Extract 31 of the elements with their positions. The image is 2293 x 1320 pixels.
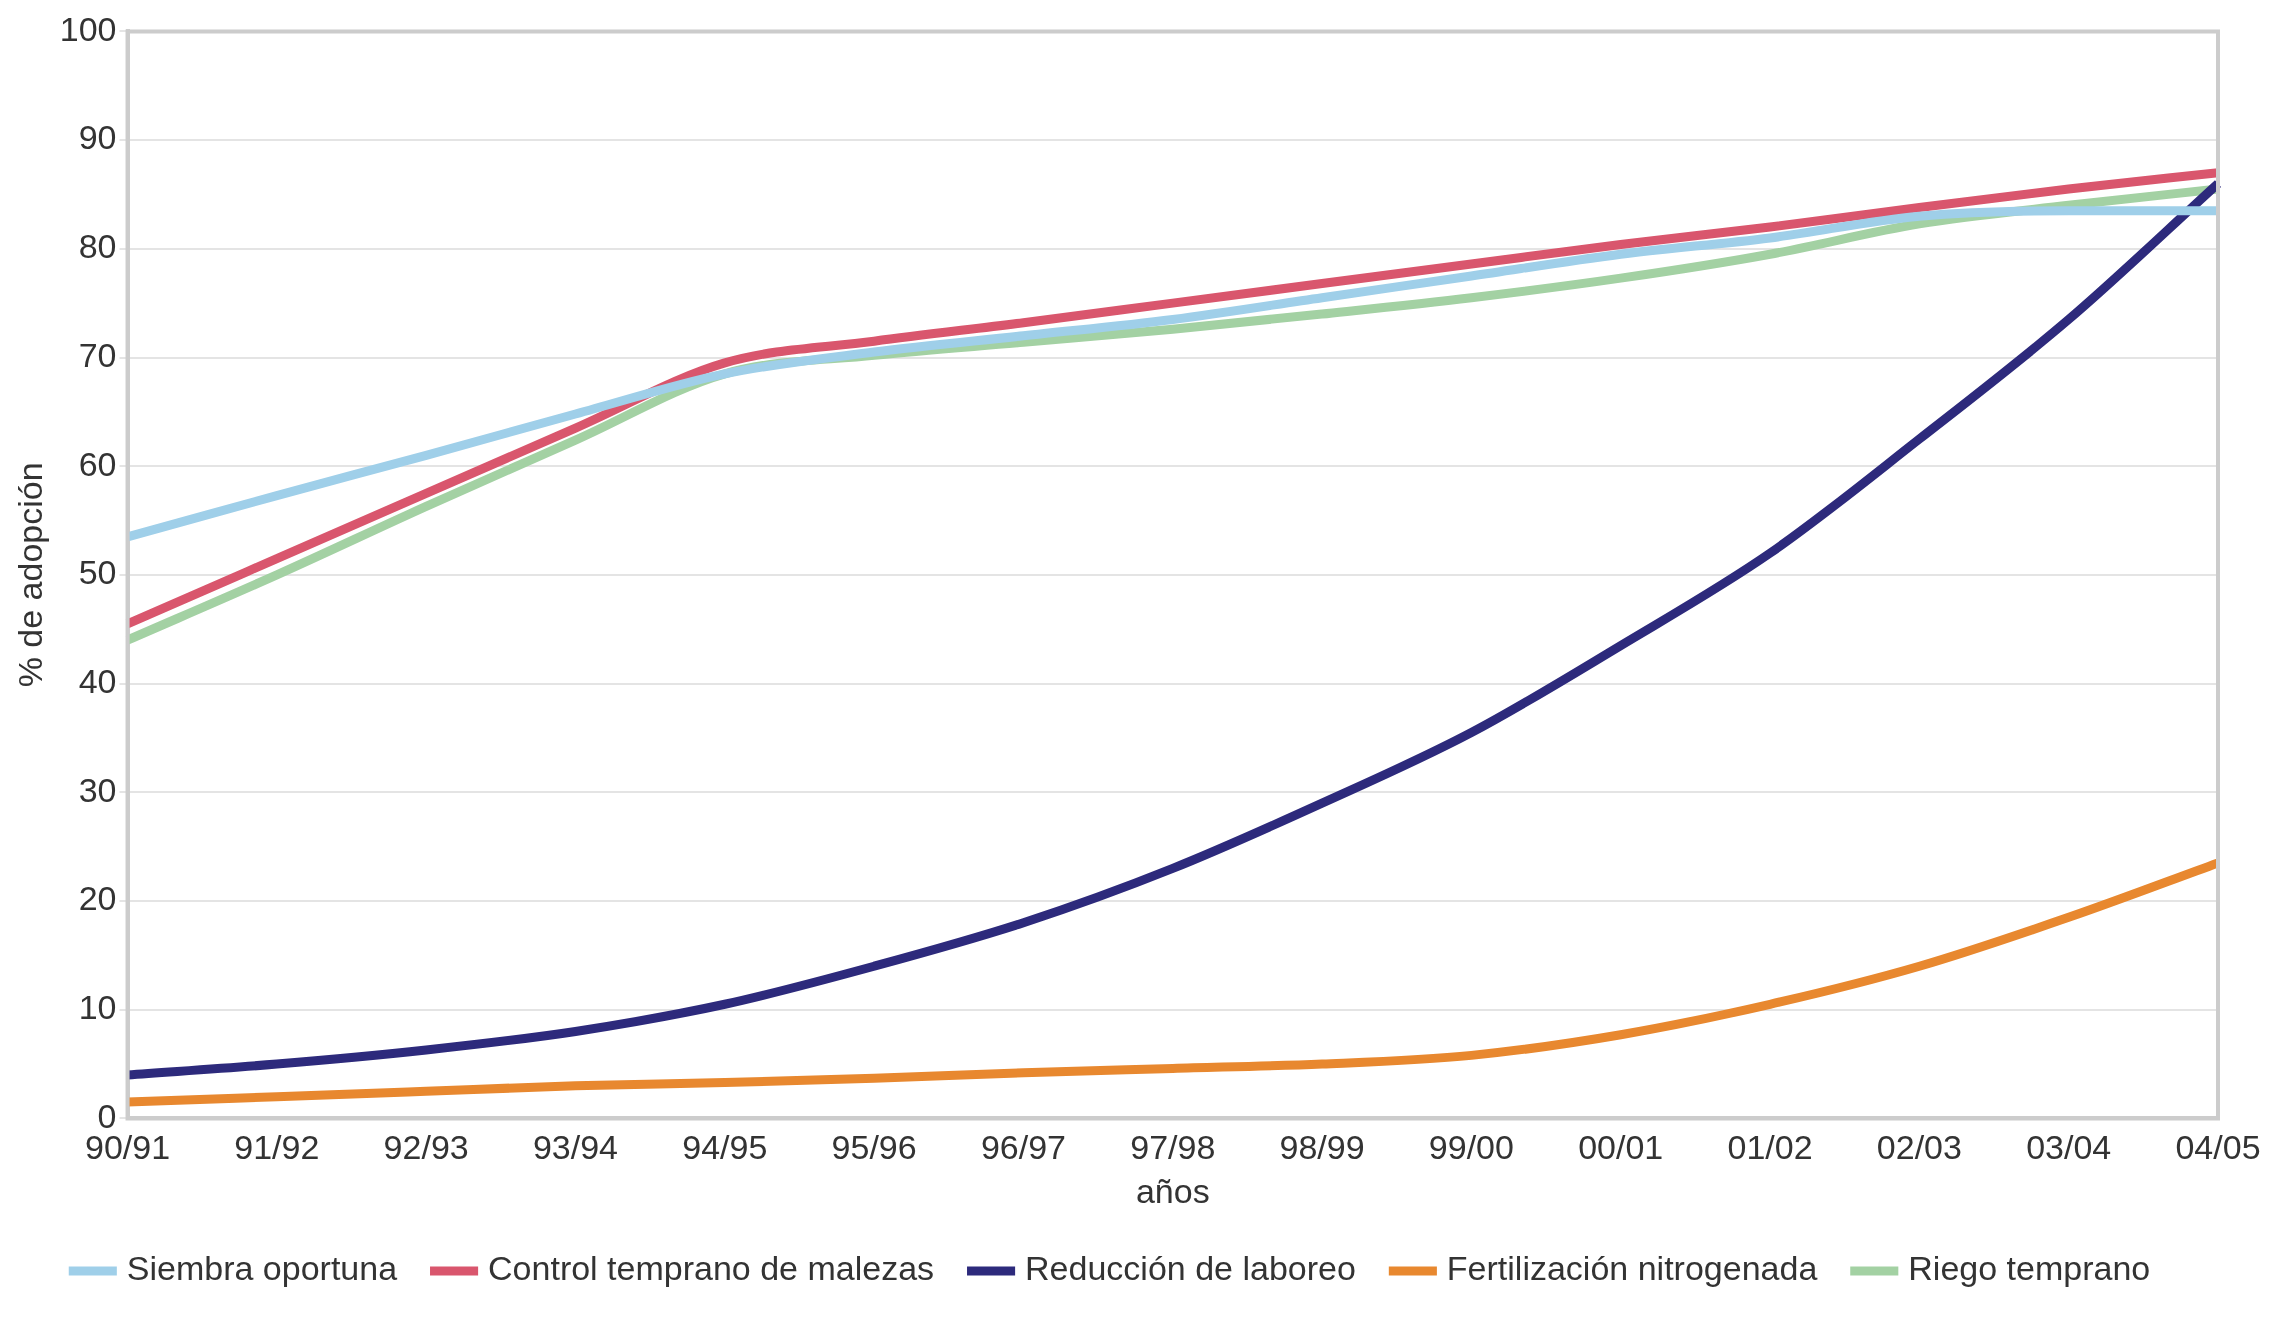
x-axis-title: años <box>1135 1171 1210 1210</box>
y-tick-label: 40 <box>78 661 117 700</box>
x-tick-label: 94/95 <box>682 1128 768 1167</box>
y-tick-label: 80 <box>78 227 117 266</box>
x-tick-label: 97/98 <box>1130 1128 1216 1167</box>
x-tick-label: 01/02 <box>1727 1128 1813 1167</box>
y-tick-label: 50 <box>78 553 117 592</box>
legend-label: Control temprano de malezas <box>488 1249 935 1288</box>
legend-label: Reducción de laboreo <box>1025 1249 1356 1288</box>
x-tick-label: 98/99 <box>1279 1128 1365 1167</box>
y-tick-label: 20 <box>78 879 117 918</box>
y-tick-label: 10 <box>78 988 117 1027</box>
x-tick-label: 00/01 <box>1578 1128 1664 1167</box>
x-tick-label: 03/04 <box>2026 1128 2112 1167</box>
y-tick-label: 90 <box>78 118 117 157</box>
y-tick-label: 100 <box>59 9 117 48</box>
x-tick-label: 02/03 <box>1876 1128 1962 1167</box>
x-tick-label: 95/96 <box>831 1128 917 1167</box>
legend-label: Riego temprano <box>1908 1249 2151 1288</box>
legend-label: Siembra oportuna <box>126 1249 398 1288</box>
y-tick-label: 30 <box>78 770 117 809</box>
x-tick-label: 91/92 <box>234 1128 320 1167</box>
y-tick-label: 70 <box>78 335 117 374</box>
x-tick-label: 92/93 <box>383 1128 469 1167</box>
y-axis-title: % de adopción <box>10 462 49 688</box>
x-tick-label: 96/97 <box>980 1128 1066 1167</box>
legend-label: Fertilización nitrogenada <box>1446 1249 1818 1288</box>
y-tick-label: 60 <box>78 444 117 483</box>
x-tick-label: 04/05 <box>2175 1128 2261 1167</box>
x-tick-label: 99/00 <box>1428 1128 1514 1167</box>
x-tick-label: 93/94 <box>532 1128 619 1167</box>
